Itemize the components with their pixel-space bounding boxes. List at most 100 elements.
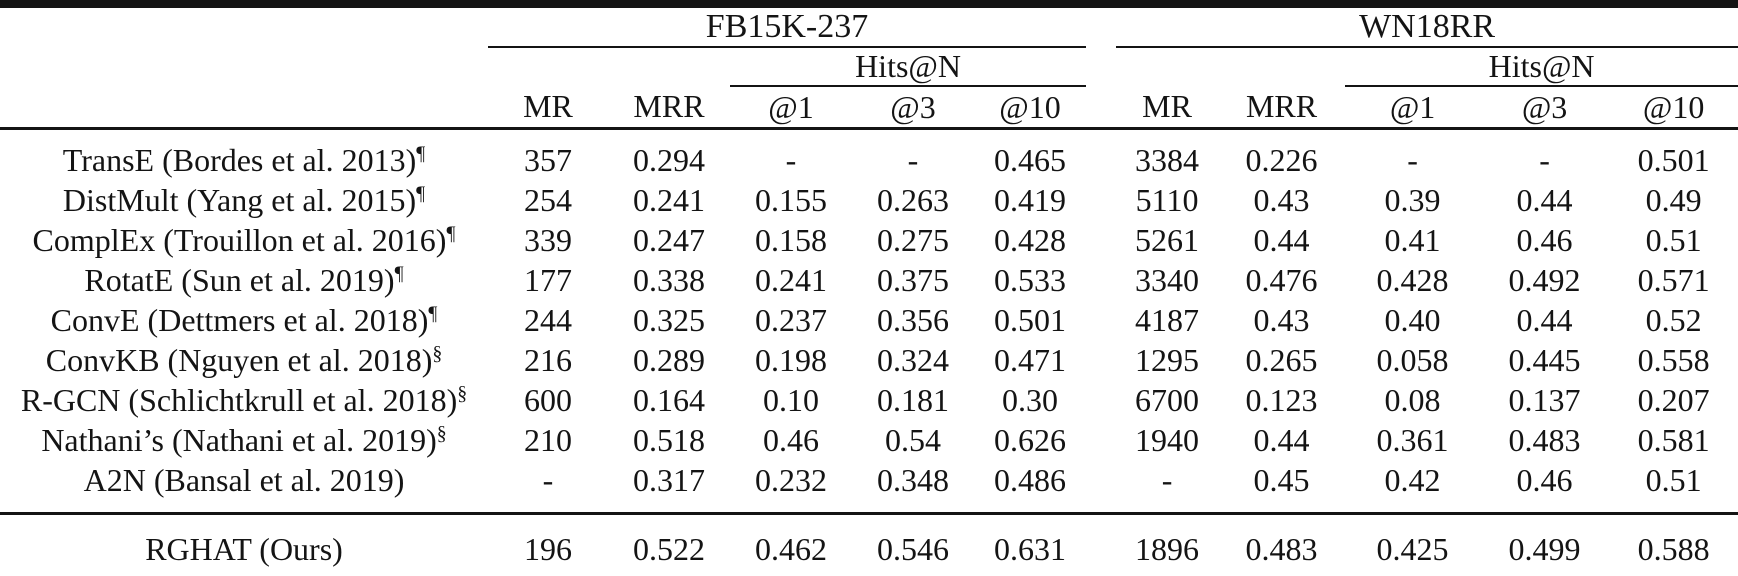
metric-value: - (1407, 141, 1418, 178)
metric-value: 0.08 (1384, 381, 1441, 418)
method-name: Nathani’s (Nathani et al. 2019) (41, 421, 437, 458)
method-name: ConvE (Dettmers et al. 2018) (50, 301, 429, 338)
table-row: Nathani’s (Nathani et al. 2019)§ 210 0.5… (0, 420, 1738, 460)
metric-value: 254 (524, 181, 572, 218)
metric-value: 0.51 (1645, 221, 1702, 258)
table-row: TransE (Bordes et al. 2013)¶ 357 0.294 -… (0, 129, 1738, 181)
footnote-marker: § (432, 341, 443, 364)
metric-value: - (488, 460, 608, 515)
metric-value: 0.123 (1245, 381, 1318, 418)
group-gap (1086, 4, 1116, 47)
method-name: RotatE (Sun et al. 2019) (84, 261, 395, 298)
table-row: A2N (Bansal et al. 2019) - 0.317 0.232 0… (0, 460, 1738, 515)
footnote-marker: ¶ (416, 141, 426, 164)
footnote-marker: § (457, 381, 468, 404)
metric-value: 0.46 (763, 421, 819, 458)
metric-value: 0.52 (1645, 301, 1702, 338)
metric-value: 216 (524, 341, 572, 378)
metric-value: 0.42 (1345, 460, 1481, 515)
metric-value: 0.462 (755, 530, 827, 567)
metric-value: 1940 (1135, 421, 1200, 458)
metric-value: 0.324 (877, 341, 949, 378)
group-gap (1086, 300, 1116, 340)
metric-value: 0.51 (1609, 460, 1738, 515)
metric-value: 0.492 (1508, 261, 1581, 298)
table-row: R-GCN (Schlichtkrull et al. 2018)§ 600 0… (0, 380, 1738, 420)
metric-value: 0.522 (633, 530, 705, 567)
metric-value: 0.581 (1637, 421, 1710, 458)
method-cell: RotatE (Sun et al. 2019)¶ (0, 260, 488, 300)
metric-value: 0.571 (1637, 261, 1710, 298)
metric-value: 600 (524, 381, 572, 418)
metric-value: 0.294 (633, 141, 705, 178)
metric-value: 0.158 (755, 221, 827, 258)
group-gap (1086, 260, 1116, 300)
metric-value: 0.241 (755, 261, 827, 298)
metric-value: 0.476 (1245, 261, 1318, 298)
metric-value: - (1116, 460, 1219, 515)
table-row-ours: RGHAT (Ours) 196 0.522 0.462 0.546 0.631… (0, 514, 1738, 576)
col-header-fb-mr: MR (488, 86, 608, 130)
metric-value: 0.164 (633, 381, 705, 418)
metric-value: 0.181 (877, 381, 949, 418)
metric-value: 0.533 (994, 261, 1067, 298)
group-gap (1086, 340, 1116, 380)
table-row: ConvKB (Nguyen et al. 2018)§ 216 0.289 0… (0, 340, 1738, 380)
metric-value: 0.483 (1245, 530, 1318, 567)
table-row: ConvE (Dettmers et al. 2018)¶ 244 0.325 … (0, 300, 1738, 340)
method-cell: ConvKB (Nguyen et al. 2018)§ (0, 340, 488, 380)
group-gap (1086, 380, 1116, 420)
group-gap (1086, 86, 1117, 130)
method-cell: ComplEx (Trouillon et al. 2016)¶ (0, 220, 488, 260)
metric-value: 210 (524, 421, 572, 458)
metric-value: 0.471 (994, 341, 1067, 378)
metric-value: 0.43 (1253, 181, 1310, 218)
metric-value: 0.375 (877, 261, 949, 298)
method-name: TransE (Bordes et al. 2013) (62, 141, 417, 178)
metric-value: 0.631 (994, 530, 1067, 567)
metric-value: 0.44 (1516, 181, 1573, 218)
metric-value: 0.588 (1637, 530, 1710, 567)
metric-value: 0.626 (994, 421, 1067, 458)
metric-value: 0.501 (1637, 141, 1710, 178)
metric-value: 0.483 (1508, 421, 1581, 458)
metric-value: 1896 (1135, 530, 1200, 567)
metric-value: 0.207 (1637, 381, 1710, 418)
metric-value: 0.44 (1253, 421, 1310, 458)
col-header-wn-at3: @3 (1480, 86, 1610, 130)
metric-value: 0.486 (974, 460, 1087, 515)
metric-value: 0.49 (1645, 181, 1702, 218)
metric-value: 6700 (1135, 381, 1200, 418)
metric-value: 0.226 (1245, 141, 1318, 178)
method-cell: RGHAT (Ours) (0, 514, 488, 576)
metric-value: 0.058 (1376, 341, 1449, 378)
metric-header-row: MR MRR @1 @3 @10 MR MRR @1 @3 @10 (0, 86, 1738, 130)
col-header-wn-mrr: MRR (1218, 86, 1346, 130)
group-gap (1086, 180, 1116, 220)
metric-value: 0.155 (755, 181, 827, 218)
col-header-wn-at1: @1 (1345, 86, 1481, 130)
corner-blank (0, 4, 488, 47)
group-gap (1086, 220, 1116, 260)
col-header-wn-mr: MR (1116, 86, 1219, 130)
method-cell: Nathani’s (Nathani et al. 2019)§ (0, 420, 488, 460)
metric-value: 0.348 (852, 460, 974, 515)
metric-value: 0.445 (1508, 341, 1581, 378)
metric-value: 0.428 (1376, 261, 1449, 298)
metric-value: 0.501 (994, 301, 1067, 338)
metric-value: 0.518 (633, 421, 705, 458)
metric-value: 0.275 (877, 221, 949, 258)
metric-value: - (907, 141, 919, 178)
metric-value: 0.241 (633, 181, 705, 218)
metric-value: 0.198 (755, 341, 827, 378)
method-cell: TransE (Bordes et al. 2013)¶ (0, 129, 488, 181)
metric-value: 4187 (1135, 301, 1200, 338)
method-name: A2N (Bansal et al. 2019) (83, 461, 405, 498)
table-row: DistMult (Yang et al. 2015)¶ 254 0.241 0… (0, 180, 1738, 220)
metric-value: 0.10 (763, 381, 819, 418)
metric-value: 0.45 (1218, 460, 1346, 515)
metric-value: 0.465 (994, 141, 1067, 178)
metric-value: 3340 (1135, 261, 1200, 298)
metric-value: 0.41 (1384, 221, 1441, 258)
